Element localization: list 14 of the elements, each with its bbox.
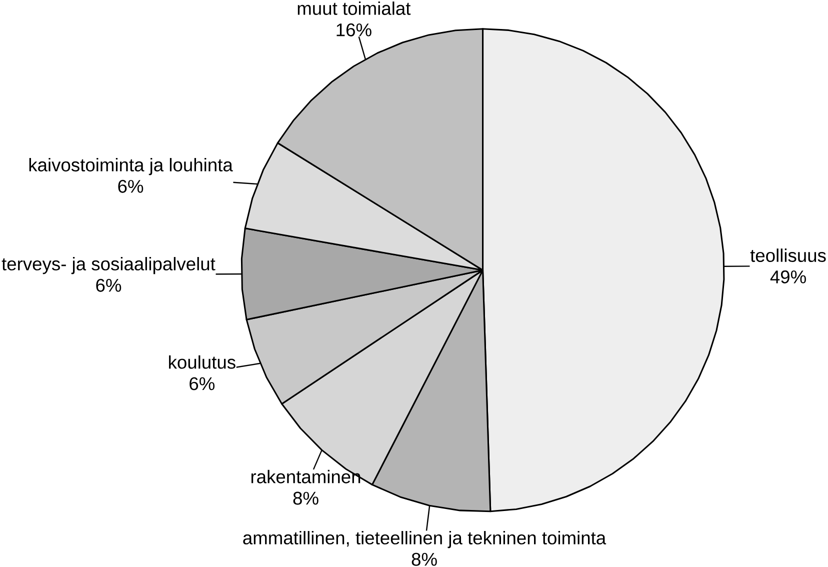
data-label: 8% [412, 552, 437, 566]
slice-label: ammatillinen, tieteellinen ja tekninen toiminta [243, 530, 606, 548]
slice-label: koulutus [169, 355, 236, 369]
data-label: 8% [293, 492, 318, 505]
slice-label: rakentaminen [251, 470, 360, 484]
data-label: 6% [96, 278, 122, 292]
slice-label: muut toimialat [298, 1, 411, 15]
data-label: 6% [118, 180, 144, 193]
data-label: 6% [190, 377, 215, 390]
data-label: 49% [770, 270, 806, 284]
data-label: 16% [336, 23, 372, 36]
slice-label: teollisuus [750, 248, 826, 262]
slice-label: terveys- ja sosiaalipalvelut [2, 256, 216, 274]
slice-label: kaivostoiminta ja louhinta [29, 158, 233, 175]
